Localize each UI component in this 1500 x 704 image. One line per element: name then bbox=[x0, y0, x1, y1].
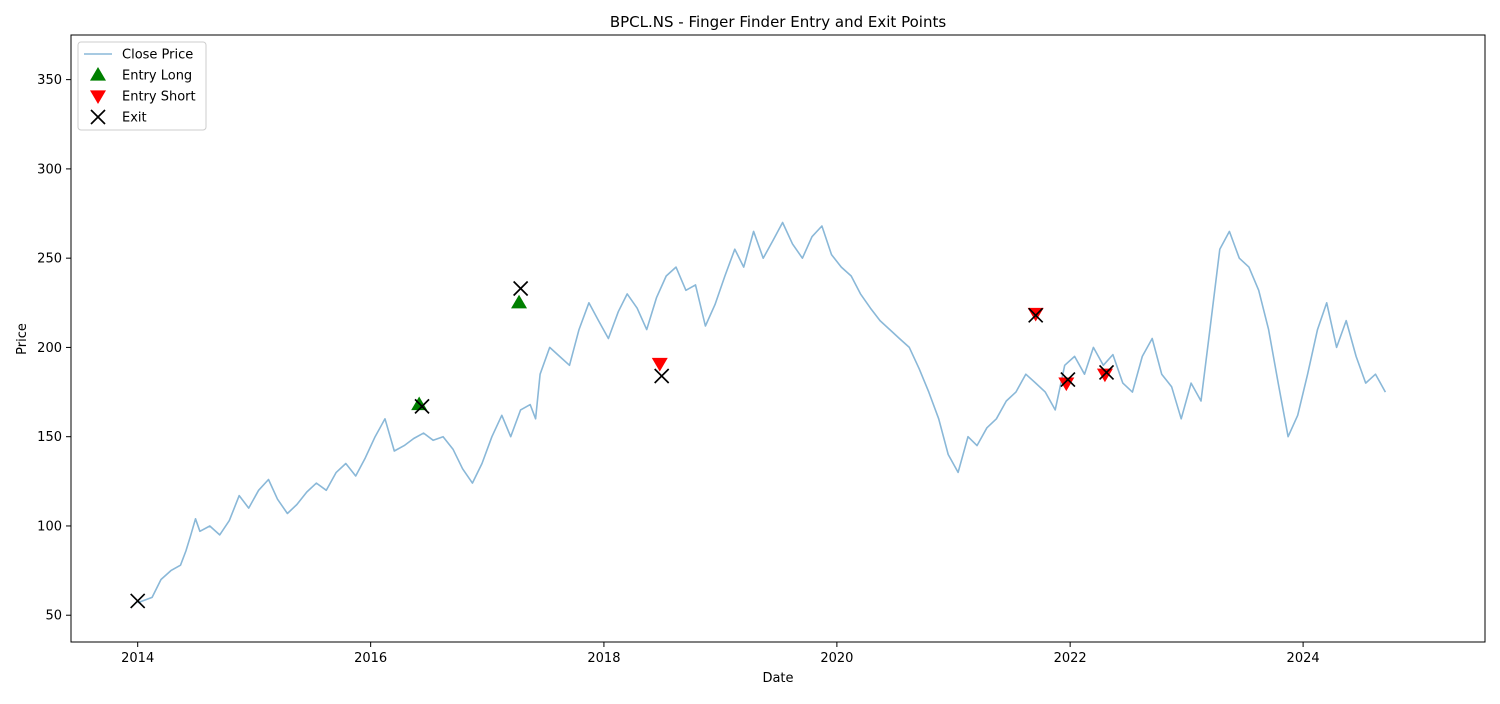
close-price-line bbox=[137, 221, 1387, 604]
y-axis-label: Price bbox=[15, 323, 30, 355]
legend-label: Exit bbox=[122, 111, 147, 126]
exit-stroke bbox=[1060, 371, 1076, 388]
legend-item-entry-long: Entry Long bbox=[90, 67, 192, 84]
exit-stroke bbox=[1028, 307, 1044, 323]
exit-stroke bbox=[130, 593, 146, 609]
exit-marker bbox=[654, 368, 670, 384]
y-tick-label: 150 bbox=[37, 430, 62, 445]
x-axis-ticks: 2014 2016 2018 2020 2022 2024 bbox=[121, 642, 1320, 666]
entry-short-marker bbox=[651, 357, 668, 372]
x-tick-label: 2016 bbox=[354, 651, 387, 666]
exit-marker bbox=[1028, 307, 1044, 323]
x-tick-label: 2020 bbox=[820, 651, 853, 666]
exit-marker bbox=[130, 593, 146, 609]
y-tick-label: 250 bbox=[37, 252, 62, 267]
legend-marker-swatch bbox=[90, 90, 106, 104]
legend-label: Entry Short bbox=[122, 90, 196, 105]
y-axis-ticks: 50 100 150 200 250 300 350 bbox=[37, 73, 71, 624]
x-axis-label: Date bbox=[762, 671, 793, 686]
y-tick-label: 200 bbox=[37, 341, 62, 356]
exit-marker bbox=[1098, 364, 1115, 381]
legend-marker-swatch bbox=[90, 67, 106, 81]
x-tick-label: 2018 bbox=[587, 651, 620, 666]
legend-item-entry-short: Entry Short bbox=[90, 90, 196, 105]
x-tick-label: 2022 bbox=[1054, 651, 1087, 666]
plot-area bbox=[71, 35, 1485, 642]
y-tick-label: 50 bbox=[45, 609, 62, 624]
x-tick-label: 2014 bbox=[121, 651, 154, 666]
exit-stroke bbox=[1098, 364, 1115, 381]
y-tick-label: 100 bbox=[37, 519, 62, 534]
entry-short-marker bbox=[1096, 368, 1113, 383]
exit-marker bbox=[513, 280, 529, 297]
exit-marker bbox=[414, 398, 430, 414]
y-tick-label: 350 bbox=[37, 73, 62, 88]
series-layer bbox=[130, 221, 1387, 609]
exit-marker bbox=[1060, 371, 1076, 388]
plot-background bbox=[71, 35, 1485, 642]
exit-stroke bbox=[654, 368, 670, 384]
exit-stroke bbox=[513, 280, 529, 297]
x-tick-label: 2024 bbox=[1287, 651, 1320, 666]
exit-stroke bbox=[414, 398, 430, 414]
legend-item-close-price: Close Price bbox=[84, 48, 193, 63]
legend-item-exit: Exit bbox=[90, 109, 147, 126]
entry-long-marker bbox=[511, 294, 528, 309]
legend: Close Price Entry Long Entry Short Exit bbox=[77, 41, 207, 131]
exit-stroke bbox=[90, 109, 106, 125]
legend-label: Entry Long bbox=[122, 69, 192, 84]
chart-title: BPCL.NS - Finger Finder Entry and Exit P… bbox=[610, 13, 946, 31]
legend-box bbox=[77, 41, 207, 131]
y-tick-label: 300 bbox=[37, 162, 62, 177]
plot-frame bbox=[70, 34, 1486, 643]
legend-label: Close Price bbox=[122, 48, 193, 63]
legend-marker-swatch bbox=[90, 109, 106, 125]
